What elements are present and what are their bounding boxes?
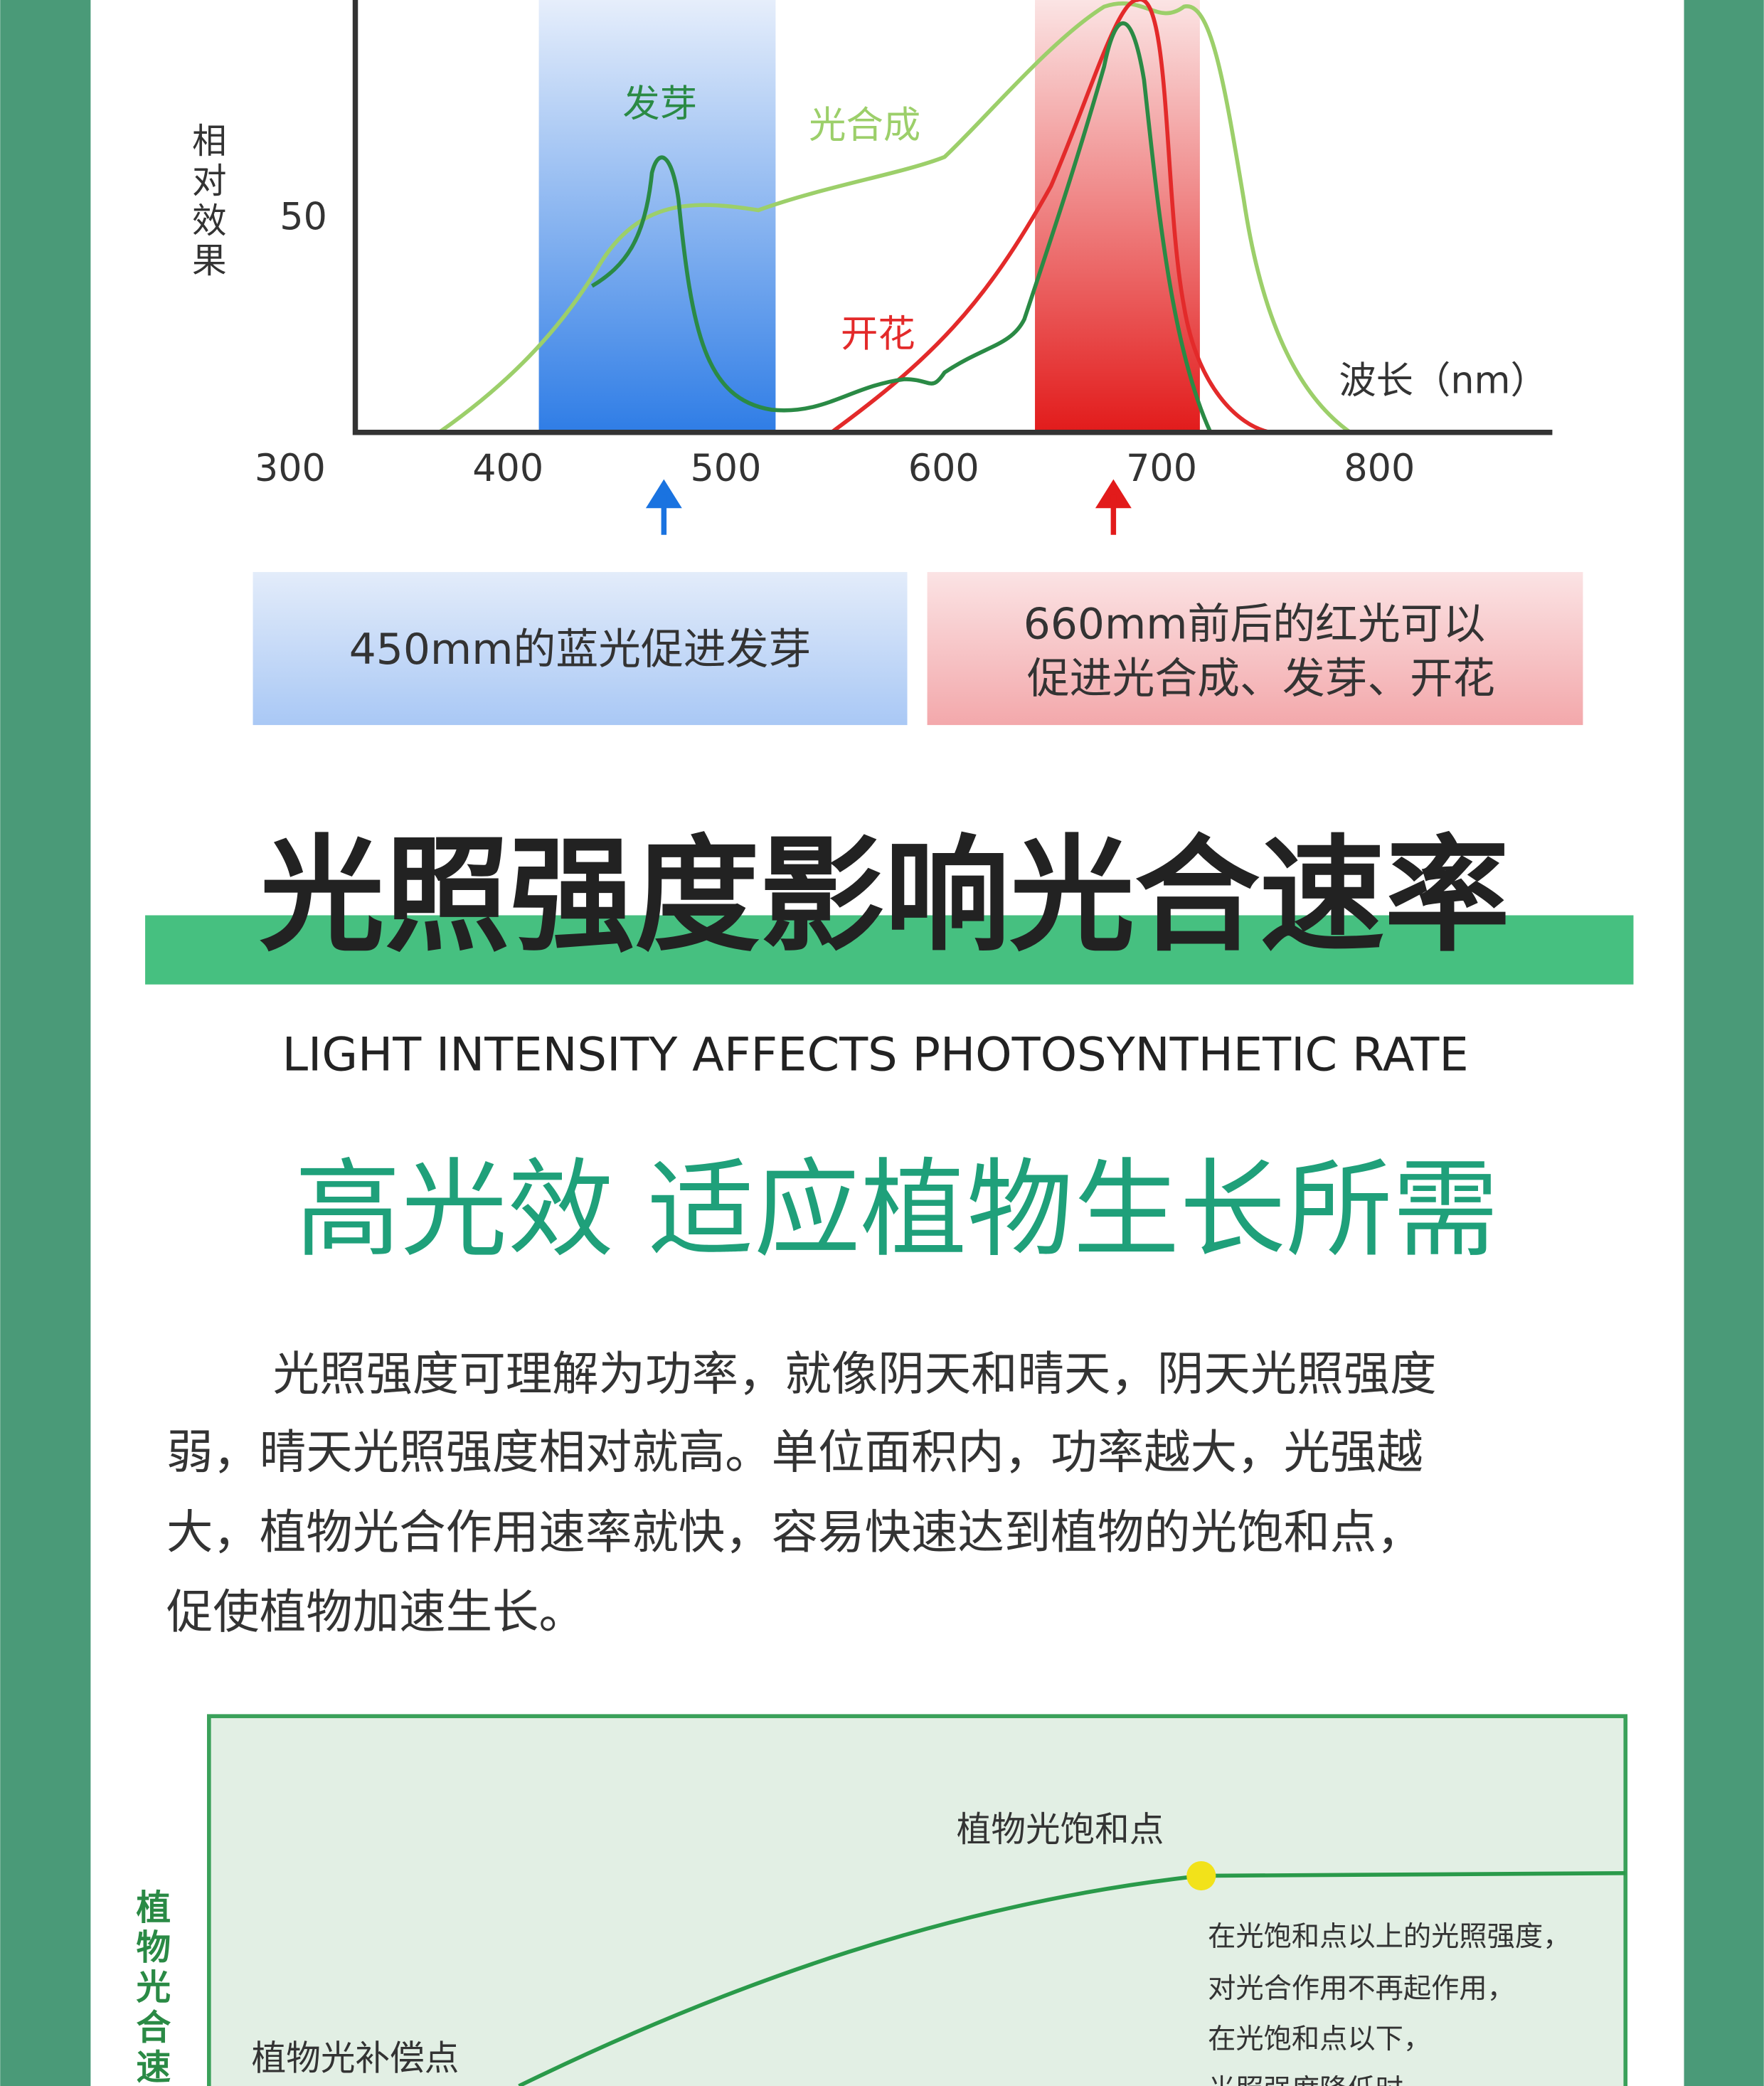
germination-curve — [590, 21, 1213, 433]
x-axis-label: 波长（nm） — [1339, 359, 1548, 403]
curve-chart-frame — [207, 1714, 1628, 2086]
annotation-line: 在光饱和点以下， — [1208, 2023, 1431, 2055]
annotation-line: 在光饱和点以上的光照强度， — [1208, 1921, 1571, 1953]
paragraph-line: 弱，晴天光照强度相对就高。单位面积内，功率越大，光强越 — [166, 1426, 1423, 1480]
curve-label: 光合成 — [809, 104, 920, 147]
subtitle: LIGHT INTENSITY AFFECTS PHOTOSYNTHETIC R… — [282, 1028, 1469, 1082]
paragraph-line: 光照强度可理解为功率，就像阴天和晴天，阴天光照强度 — [273, 1347, 1437, 1401]
point-label: 植物光补偿点 — [252, 2038, 459, 2078]
red-arrow — [1095, 479, 1132, 535]
x-tick-label: 500 — [691, 447, 762, 490]
flowering-curve — [830, 0, 1271, 435]
x-tick-label: 700 — [1126, 447, 1197, 490]
x-tick-label: 300 — [255, 447, 326, 490]
annotation-line: 光照强度降低时 — [1208, 2074, 1403, 2086]
note-box — [253, 572, 908, 726]
saturation-point — [1186, 1860, 1216, 1891]
point-label: 植物光饱和点 — [957, 1810, 1164, 1850]
note-box — [927, 572, 1583, 726]
rate-curve — [518, 1871, 1626, 2086]
x-tick-label: 400 — [472, 447, 543, 490]
note-text: 660mm前后的红光可以 — [1024, 599, 1486, 649]
section-title: 光照强度影响光合速率 — [260, 824, 1510, 969]
paragraph-line: 大，植物光合作用速率就快，容易快速达到植物的光饱和点， — [166, 1505, 1423, 1560]
blue-arrow — [645, 479, 682, 535]
y-axis-label: 相对效果 — [186, 122, 225, 282]
x-tick-label: 800 — [1344, 447, 1415, 490]
blue-band — [538, 0, 776, 433]
spectrum-chart: 相对效果 波长（nm） 发芽 光合成 开花 — [186, 0, 1553, 535]
x-tick-label: 600 — [908, 447, 979, 490]
curve-label: 开花 — [841, 312, 915, 356]
annotation-line: 对光合作用不再起作用， — [1208, 1973, 1515, 2005]
note-text: 450mm的蓝光促进发芽 — [349, 625, 812, 674]
photosynthesis-curve — [437, 1, 1351, 435]
curve-label: 发芽 — [622, 83, 697, 126]
paragraph-line: 促使植物加速生长。 — [166, 1585, 585, 1639]
note-text: 促进光合成、发芽、开花 — [1027, 654, 1495, 704]
headline: 高光效 适应植物生长所需 — [294, 1148, 1499, 1272]
title-bar — [145, 915, 1634, 985]
axes — [352, 0, 1553, 435]
y-tick-label: 50 — [280, 196, 327, 239]
y-axis-label: 植物光合速 — [130, 1889, 171, 2086]
